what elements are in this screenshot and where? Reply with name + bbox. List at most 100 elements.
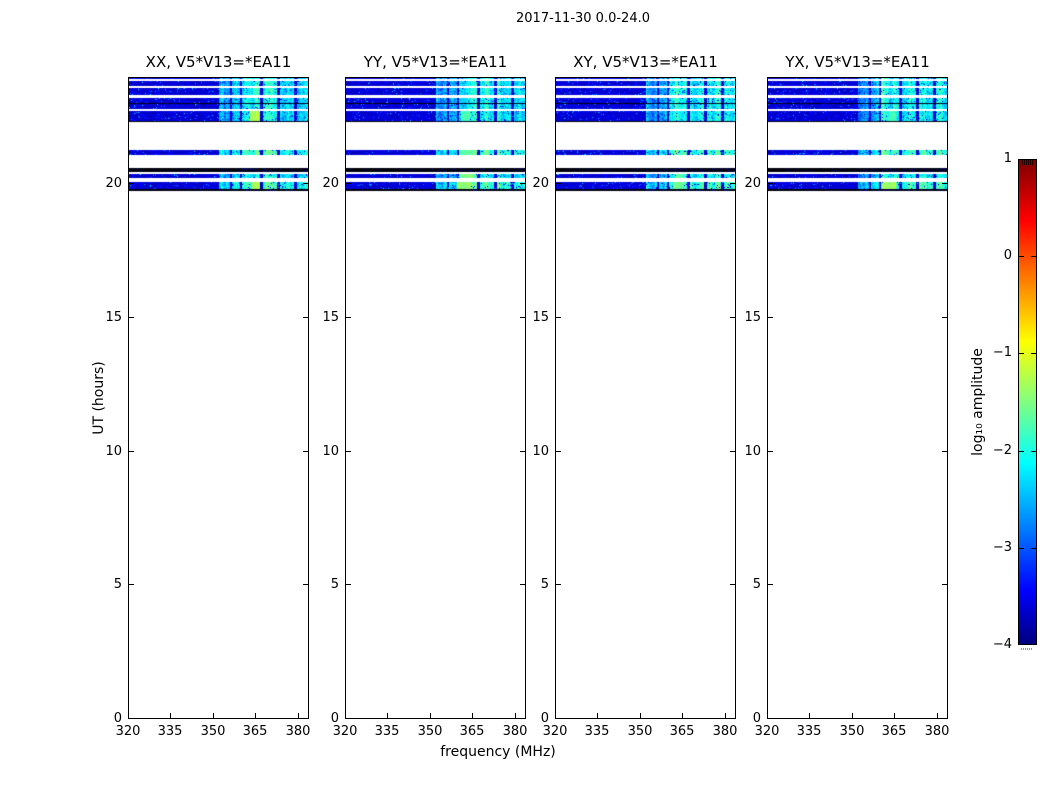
y-tick-mark bbox=[730, 718, 735, 719]
y-tick-mark bbox=[768, 718, 773, 719]
x-tick-mark bbox=[682, 713, 683, 718]
colorbar-tick-mark bbox=[1019, 353, 1024, 354]
colorbar-tick-label: −4 bbox=[992, 637, 1012, 652]
spectrogram-canvas bbox=[555, 77, 736, 719]
y-tick-label: 20 bbox=[532, 176, 549, 191]
y-tick-mark bbox=[556, 451, 561, 452]
y-tick-mark bbox=[520, 584, 525, 585]
x-tick-label: 320 bbox=[115, 724, 141, 739]
x-tick-mark bbox=[555, 713, 556, 718]
panel-title: XX, V5*V13=*EA11 bbox=[145, 53, 292, 71]
panel-title: XY, V5*V13=*EA11 bbox=[573, 53, 718, 71]
spectrogram-canvas bbox=[128, 77, 309, 719]
x-tick-mark bbox=[937, 713, 938, 718]
y-tick-mark bbox=[346, 317, 351, 318]
colorbar-end-dot bbox=[1031, 648, 1032, 650]
panel-title: YX, V5*V13=*EA11 bbox=[785, 53, 930, 71]
colorbar-label: log₁₀ amplitude bbox=[970, 348, 986, 456]
y-tick-mark bbox=[942, 451, 947, 452]
x-tick-label: 365 bbox=[242, 724, 268, 739]
x-tick-label: 320 bbox=[332, 724, 358, 739]
x-tick-label: 380 bbox=[502, 724, 528, 739]
y-tick-mark bbox=[942, 584, 947, 585]
colorbar-end-mark bbox=[1028, 160, 1029, 165]
y-tick-mark bbox=[520, 317, 525, 318]
panel-title: YY, V5*V13=*EA11 bbox=[363, 53, 508, 71]
x-axis-label: frequency (MHz) bbox=[440, 744, 556, 760]
colorbar-end-dot bbox=[1021, 648, 1022, 650]
colorbar-end-mark bbox=[1024, 160, 1025, 165]
x-tick-label: 365 bbox=[459, 724, 485, 739]
y-tick-mark bbox=[346, 584, 351, 585]
y-tick-mark bbox=[129, 317, 134, 318]
x-tick-label: 335 bbox=[374, 724, 400, 739]
colorbar-end-mark bbox=[1026, 160, 1027, 165]
x-tick-mark bbox=[640, 713, 641, 718]
y-tick-label: 5 bbox=[330, 577, 339, 592]
y-tick-mark bbox=[129, 584, 134, 585]
y-tick-label: 5 bbox=[752, 577, 761, 592]
x-tick-mark bbox=[255, 713, 256, 718]
x-tick-mark bbox=[852, 713, 853, 718]
colorbar-tick-mark bbox=[1031, 256, 1036, 257]
colorbar-tick-label: −1 bbox=[992, 345, 1012, 360]
y-tick-mark bbox=[520, 183, 525, 184]
colorbar-end-mark bbox=[1032, 160, 1033, 165]
x-tick-mark bbox=[515, 713, 516, 718]
y-tick-label: 0 bbox=[540, 711, 549, 726]
y-tick-mark bbox=[129, 183, 134, 184]
x-tick-label: 350 bbox=[627, 724, 653, 739]
x-tick-label: 380 bbox=[285, 724, 311, 739]
colorbar-tick-mark bbox=[1019, 451, 1024, 452]
colorbar-tick-label: 0 bbox=[1003, 248, 1012, 263]
x-tick-label: 380 bbox=[924, 724, 950, 739]
y-tick-mark bbox=[556, 183, 561, 184]
y-tick-label: 15 bbox=[744, 310, 761, 325]
y-tick-mark bbox=[303, 584, 308, 585]
y-tick-label: 10 bbox=[532, 444, 549, 459]
x-tick-mark bbox=[809, 713, 810, 718]
y-tick-mark bbox=[556, 317, 561, 318]
y-tick-label: 10 bbox=[322, 444, 339, 459]
x-tick-label: 350 bbox=[417, 724, 443, 739]
y-tick-mark bbox=[346, 451, 351, 452]
x-tick-label: 350 bbox=[200, 724, 226, 739]
spectrogram-canvas bbox=[767, 77, 948, 719]
x-tick-mark bbox=[387, 713, 388, 718]
y-tick-mark bbox=[730, 183, 735, 184]
y-tick-mark bbox=[942, 718, 947, 719]
y-tick-mark bbox=[556, 584, 561, 585]
y-tick-mark bbox=[768, 183, 773, 184]
x-tick-label: 350 bbox=[839, 724, 865, 739]
x-tick-mark bbox=[597, 713, 598, 718]
x-tick-label: 335 bbox=[796, 724, 822, 739]
y-tick-mark bbox=[730, 451, 735, 452]
colorbar-end-dot bbox=[1025, 648, 1026, 650]
colorbar-end-dot bbox=[1023, 648, 1024, 650]
x-tick-label: 335 bbox=[584, 724, 610, 739]
y-tick-mark bbox=[556, 718, 561, 719]
y-tick-label: 0 bbox=[330, 711, 339, 726]
colorbar-tick-mark bbox=[1019, 548, 1024, 549]
colorbar-end-mark bbox=[1030, 160, 1031, 165]
colorbar-tick-mark bbox=[1019, 256, 1024, 257]
y-tick-mark bbox=[730, 584, 735, 585]
colorbar-tick-mark bbox=[1031, 548, 1036, 549]
y-tick-label: 20 bbox=[322, 176, 339, 191]
colorbar-tick-label: −3 bbox=[992, 540, 1012, 555]
x-tick-mark bbox=[767, 713, 768, 718]
x-tick-label: 335 bbox=[157, 724, 183, 739]
x-tick-mark bbox=[472, 713, 473, 718]
colorbar-tick-label: −2 bbox=[992, 443, 1012, 458]
y-tick-mark bbox=[303, 317, 308, 318]
colorbar-end-mark bbox=[1022, 160, 1023, 165]
x-tick-mark bbox=[213, 713, 214, 718]
y-tick-mark bbox=[520, 718, 525, 719]
y-tick-mark bbox=[768, 451, 773, 452]
y-tick-label: 0 bbox=[113, 711, 122, 726]
spectrogram-canvas bbox=[345, 77, 526, 719]
y-tick-mark bbox=[346, 183, 351, 184]
y-tick-label: 0 bbox=[752, 711, 761, 726]
y-tick-mark bbox=[730, 317, 735, 318]
